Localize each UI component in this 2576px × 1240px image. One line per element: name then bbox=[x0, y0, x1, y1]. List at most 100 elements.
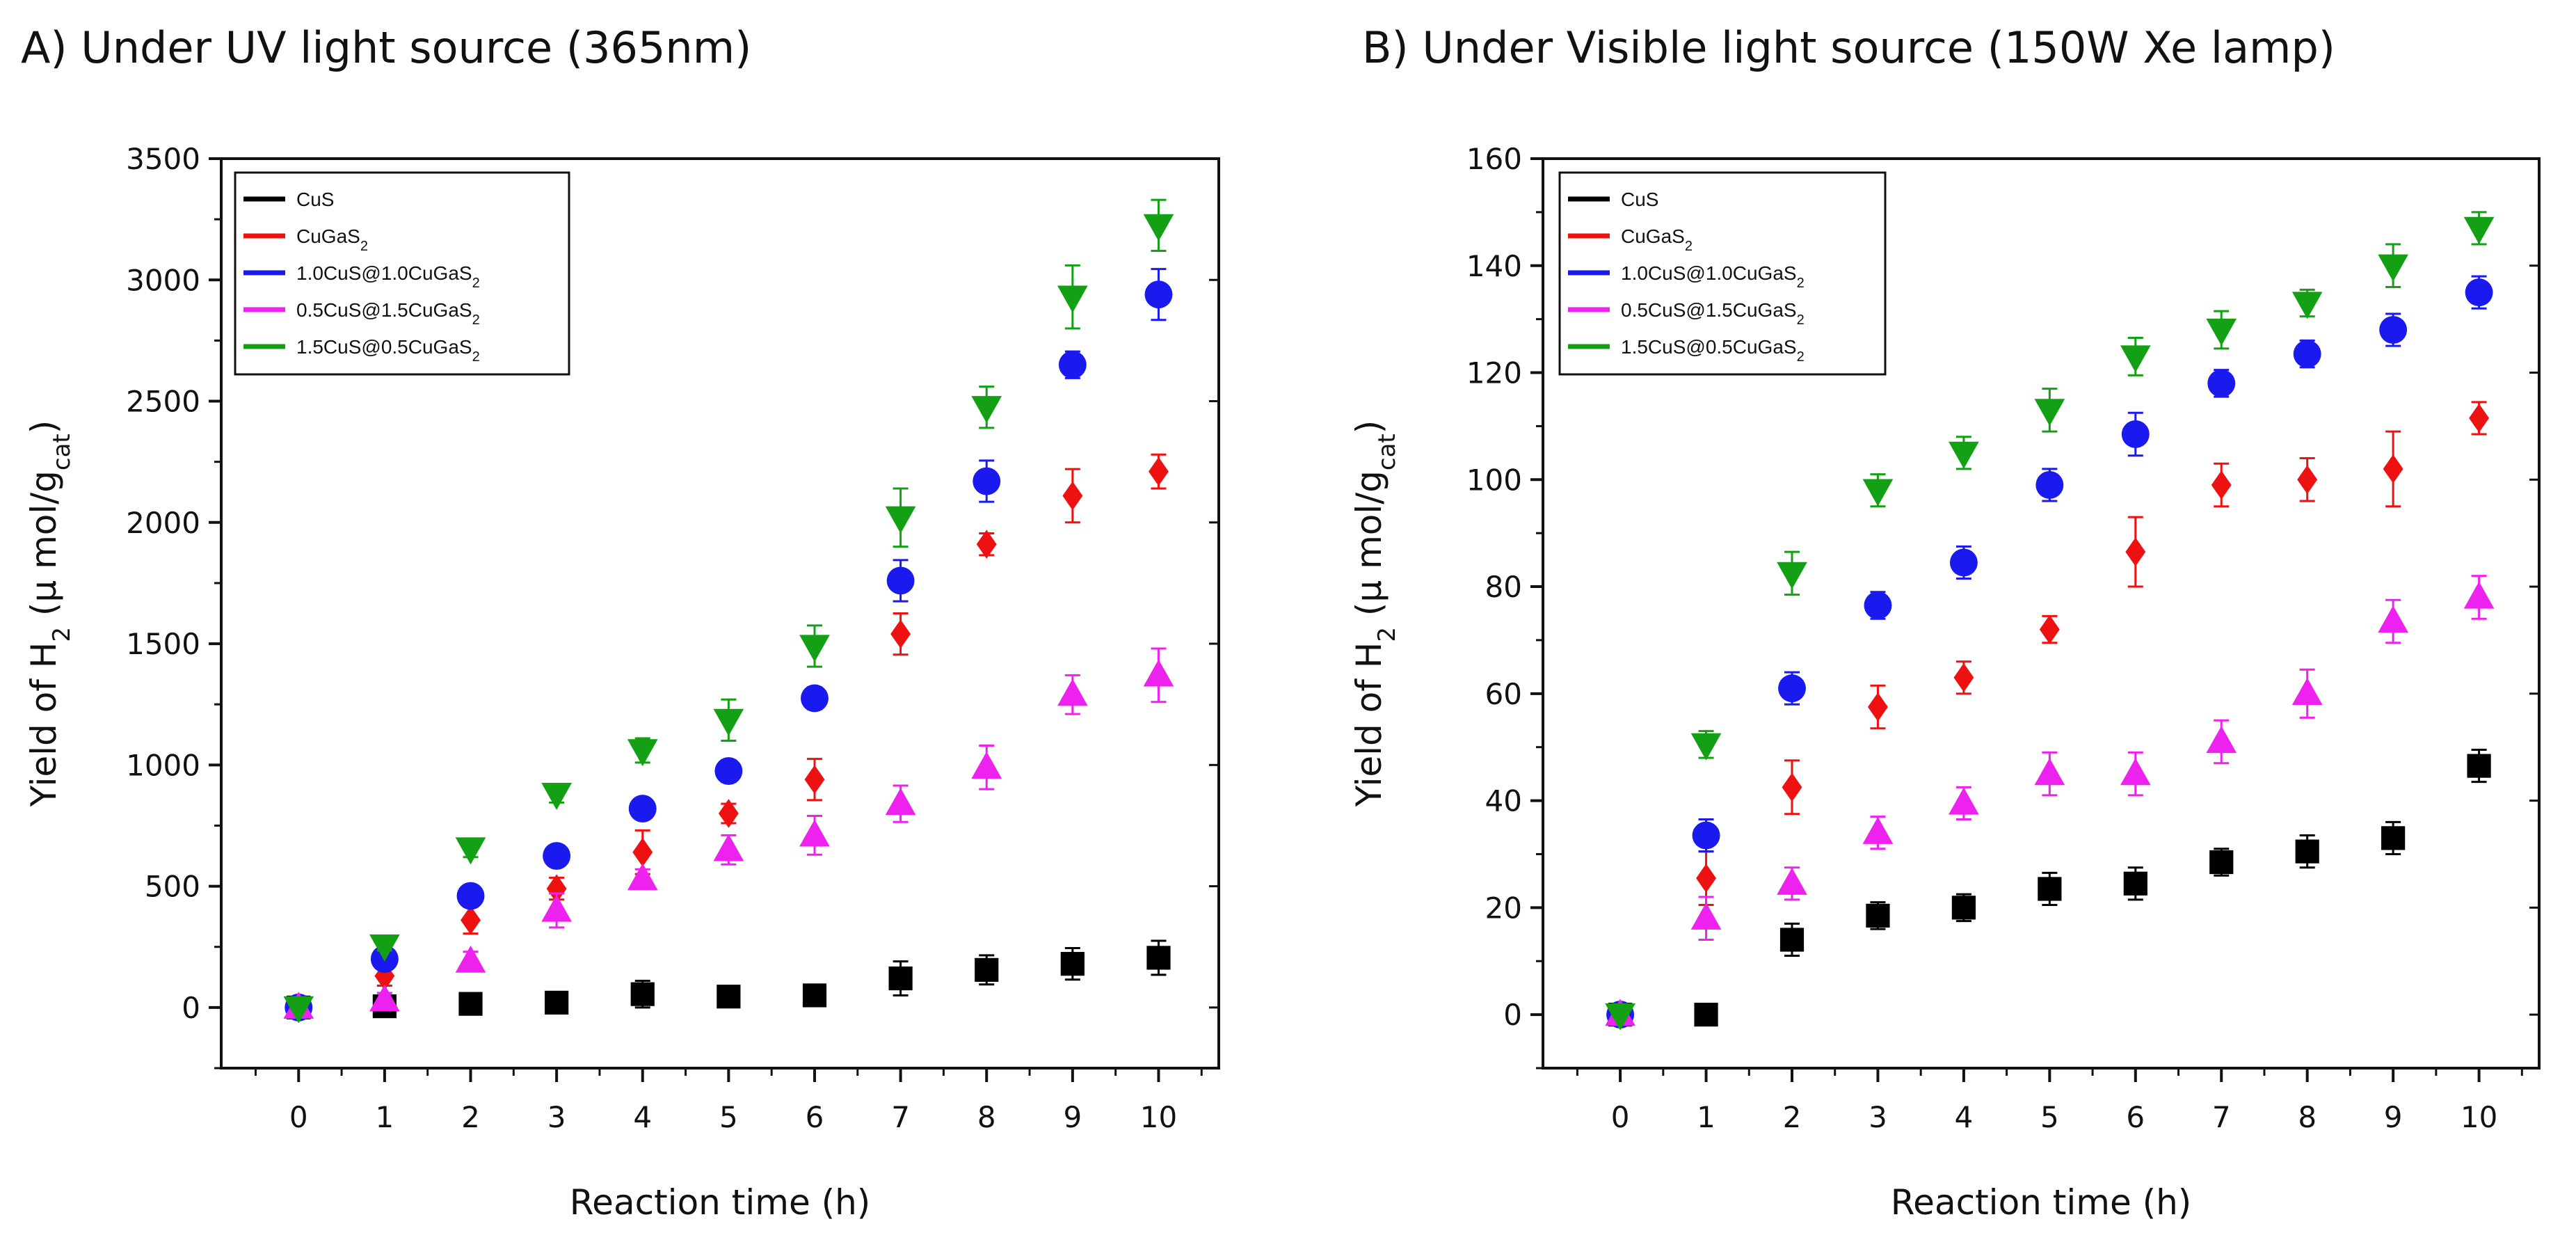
y-tick-label: 500 bbox=[145, 870, 200, 904]
data-point bbox=[1144, 280, 1173, 309]
x-tick-label: 3 bbox=[1869, 1100, 1887, 1134]
x-tick-label: 2 bbox=[1783, 1100, 1802, 1134]
data-point bbox=[2038, 877, 2062, 901]
data-point bbox=[1062, 481, 1083, 511]
series-0-5cus-1-5cugas2 bbox=[1605, 575, 2495, 1026]
data-point bbox=[885, 506, 916, 534]
data-point bbox=[1694, 1003, 1718, 1027]
legend-entry-subscript: 2 bbox=[1685, 239, 1693, 254]
chart-title: A) Under UV light source (365nm) bbox=[21, 22, 751, 73]
data-point bbox=[1057, 285, 1088, 313]
y-tick-label: 20 bbox=[1485, 891, 1522, 925]
data-point bbox=[2206, 726, 2237, 754]
data-point bbox=[2383, 454, 2403, 484]
data-point bbox=[1143, 214, 1174, 241]
data-point bbox=[2034, 399, 2065, 427]
data-point bbox=[1696, 864, 1716, 893]
legend-entry: 0.5CuS@1.5CuGaS2 bbox=[1621, 299, 1805, 328]
y-tick-label: 1000 bbox=[126, 748, 200, 782]
legend-entry-label: 1.5CuS@0.5CuGaS bbox=[296, 336, 472, 358]
plot-frame bbox=[220, 157, 1220, 1070]
chart-title: B) Under Visible light source (150W Xe l… bbox=[1362, 22, 2335, 73]
data-point bbox=[455, 945, 486, 973]
data-point bbox=[976, 530, 997, 559]
data-point bbox=[718, 799, 739, 828]
data-point bbox=[2297, 465, 2318, 495]
data-point bbox=[1690, 902, 1722, 930]
data-point bbox=[1953, 663, 1974, 692]
x-tick-label: 9 bbox=[1063, 1100, 1082, 1134]
legend-entry-subscript: 2 bbox=[472, 312, 480, 328]
data-point bbox=[801, 684, 829, 713]
data-point bbox=[2469, 404, 2490, 433]
y-tick-label: 2500 bbox=[126, 385, 200, 419]
data-point bbox=[890, 619, 911, 649]
data-point bbox=[2463, 216, 2495, 244]
data-point bbox=[2378, 254, 2408, 282]
x-tick-label: 0 bbox=[1611, 1100, 1630, 1134]
data-point bbox=[1949, 787, 1979, 815]
data-point bbox=[1605, 1003, 1635, 1031]
data-point bbox=[374, 961, 395, 991]
legend-entry-label: 0.5CuS@1.5CuGaS bbox=[1621, 299, 1797, 321]
data-point bbox=[971, 396, 1002, 424]
data-point bbox=[2379, 316, 2408, 344]
data-point bbox=[1949, 441, 1979, 469]
data-point bbox=[799, 819, 830, 847]
data-point bbox=[1951, 896, 1976, 920]
data-point bbox=[2378, 605, 2408, 633]
data-point bbox=[1058, 351, 1087, 379]
data-point bbox=[1057, 678, 1088, 706]
legend-entry-subscript: 2 bbox=[1797, 349, 1805, 365]
legend-entry-label: CuS bbox=[1621, 189, 1658, 210]
legend-entry: 1.0CuS@1.0CuGaS2 bbox=[1621, 262, 1805, 291]
data-point bbox=[1777, 867, 1807, 895]
y-axis-label: Yield of H2 (μ mol/gcat) bbox=[1349, 420, 1401, 808]
data-point bbox=[1777, 562, 1807, 589]
legend-entry-label: CuGaS bbox=[296, 225, 360, 247]
legend-entry: CuS bbox=[296, 189, 334, 210]
data-point bbox=[2291, 292, 2323, 319]
data-point bbox=[2035, 471, 2064, 499]
data-point bbox=[1868, 692, 1888, 722]
x-tick-label: 3 bbox=[547, 1100, 566, 1134]
y-tick-label: 0 bbox=[182, 991, 200, 1025]
x-tick-label: 5 bbox=[719, 1100, 738, 1134]
legend-entry-label: CuS bbox=[296, 189, 334, 210]
legend-entry: CuS bbox=[1621, 189, 1658, 210]
data-point bbox=[2211, 470, 2232, 500]
data-point bbox=[456, 882, 485, 910]
data-point bbox=[461, 905, 481, 935]
legend-entry: CuGaS2 bbox=[296, 225, 368, 254]
x-tick-label: 0 bbox=[289, 1100, 308, 1134]
legend: CuS CuGaS2 1.0CuS@1.0CuGaS2 0.5CuS@1.5CuGaS… bbox=[1558, 171, 1887, 376]
y-axis-label: Yield of H2 (μ mol/gcat) bbox=[24, 420, 76, 808]
data-point bbox=[804, 765, 825, 795]
y-tick-label: 0 bbox=[1503, 998, 1522, 1032]
legend-entry-subscript: 2 bbox=[1797, 312, 1805, 328]
data-point bbox=[369, 984, 400, 1012]
data-point bbox=[717, 985, 741, 1009]
data-point bbox=[2295, 839, 2319, 864]
y-axis-label-subscript: cat bbox=[48, 434, 76, 470]
legend-entry-label: 1.5CuS@0.5CuGaS bbox=[1621, 336, 1797, 358]
legend: CuSCuGaS21.0CuS@1.0CuGaS20.5CuS@1.5CuGaS… bbox=[234, 171, 570, 376]
legend-entry: CuGaS2 bbox=[1621, 225, 1693, 254]
legend-entry-subscript: 2 bbox=[1797, 276, 1805, 291]
data-point bbox=[1862, 479, 1894, 507]
legend-entry-subscript: 2 bbox=[360, 239, 368, 254]
y-tick-label: 40 bbox=[1485, 784, 1522, 818]
x-tick-label: 4 bbox=[633, 1100, 652, 1134]
data-point bbox=[628, 795, 657, 823]
y-tick-label: 60 bbox=[1485, 677, 1522, 711]
data-point bbox=[975, 957, 999, 982]
x-tick-label: 7 bbox=[2212, 1100, 2231, 1134]
x-tick-label: 1 bbox=[376, 1100, 394, 1134]
y-axis-label-close: ) bbox=[1349, 420, 1389, 434]
data-point bbox=[2039, 614, 2060, 644]
data-point bbox=[541, 783, 572, 810]
x-tick-label: 8 bbox=[977, 1100, 996, 1134]
data-point bbox=[632, 838, 653, 867]
x-tick-label: 10 bbox=[2461, 1100, 2497, 1134]
